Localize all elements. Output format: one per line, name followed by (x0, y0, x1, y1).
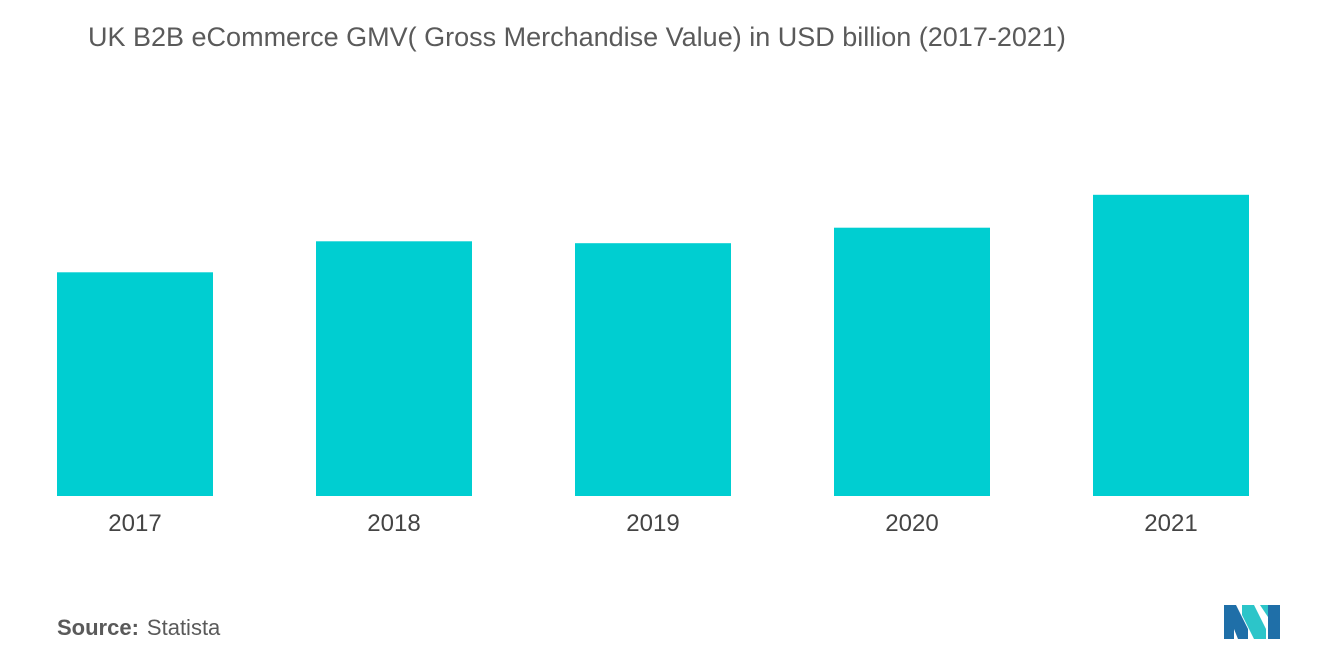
bars-group (57, 194, 1249, 497)
x-tick-label-2021: 2021 (1144, 510, 1197, 537)
bar-2020 (834, 227, 990, 496)
bar-chart: 2017 2018 2019 2020 2021 (57, 194, 1249, 537)
chart-title: UK B2B eCommerce GMV( Gross Merchandise … (88, 22, 1066, 52)
bar-2019 (575, 243, 731, 496)
source-value: Statista (146, 615, 221, 640)
x-tick-label-2018: 2018 (367, 510, 420, 537)
source-line: Source: Statista (57, 615, 220, 641)
x-axis-labels: 2017 2018 2019 2020 2021 (108, 510, 1197, 537)
source-label: Source: (57, 615, 139, 640)
x-tick-label-2020: 2020 (885, 510, 938, 537)
brand-logo-icon (1224, 605, 1280, 639)
x-tick-label-2019: 2019 (626, 510, 679, 537)
x-tick-label-2017: 2017 (108, 510, 161, 537)
bar-2017 (57, 272, 213, 496)
bar-2021 (1093, 194, 1249, 497)
bar-2018 (316, 241, 472, 496)
